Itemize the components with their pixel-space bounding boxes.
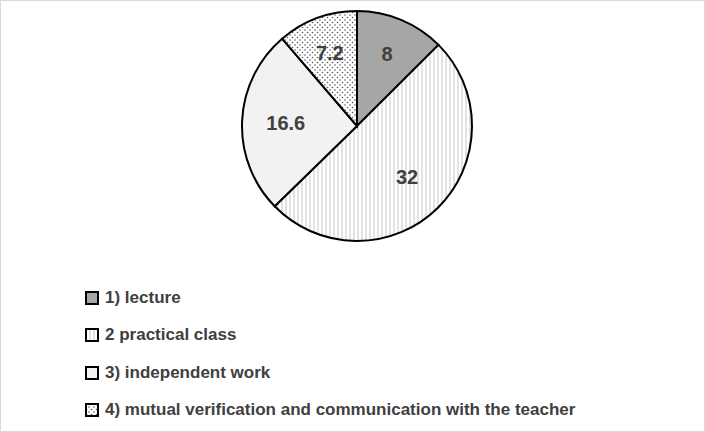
svg-text:8: 8 bbox=[381, 43, 392, 65]
svg-text:32: 32 bbox=[396, 166, 418, 188]
html-text:3) independent work: 3) independent work bbox=[105, 362, 271, 382]
html-text:4) mutual verification and com: 4) mutual verification and communication… bbox=[105, 400, 576, 420]
html-text:2 practical class: 2 practical class bbox=[105, 325, 237, 345]
svg-text:7.2: 7.2 bbox=[316, 42, 344, 64]
html-text:1) lecture: 1) lecture bbox=[105, 287, 181, 307]
svg-text:16.6: 16.6 bbox=[266, 112, 305, 134]
